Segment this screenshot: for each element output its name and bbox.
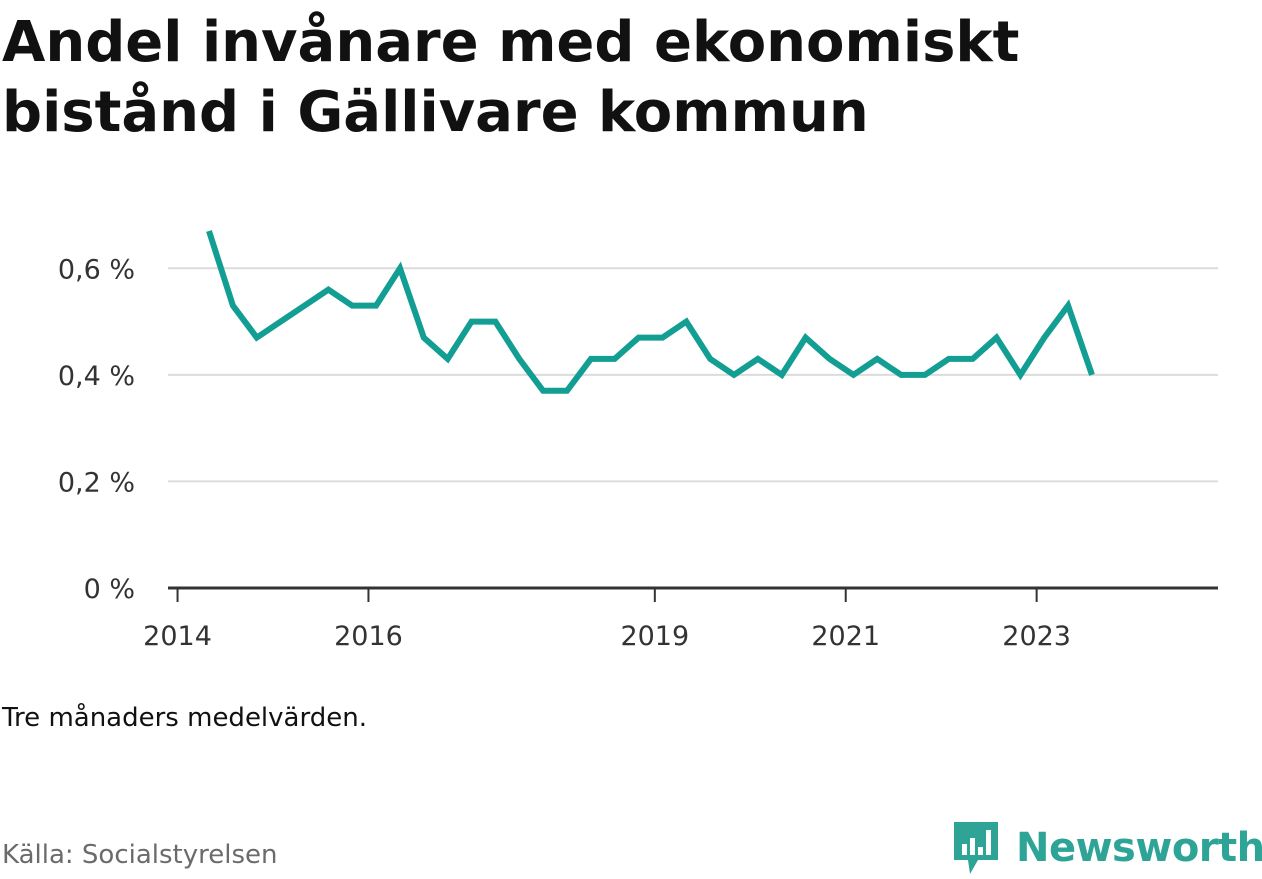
line-chart: 0 % 0,2 % 0,4 % 0,6 % 2014 2016 2019 2021 2023 [58,230,1218,652]
brand-logo: Newsworthy [950,818,1262,878]
y-tick-label: 0,6 % [58,254,135,285]
title-line-1: Andel invånare med ekonomiskt [2,10,1020,75]
x-tick-label: 2019 [620,621,689,652]
x-tick-label: 2014 [143,621,212,652]
chart-note: Tre månaders medelvärden. [2,703,367,733]
title-line-2: bistånd i Gällivare kommun [2,80,869,145]
y-axis-tick-labels: 0 % 0,2 % 0,4 % 0,6 % [58,254,135,605]
x-tick-label: 2021 [811,621,880,652]
series-group [206,230,1095,394]
x-tick-label: 2016 [334,621,403,652]
brand-name: Newsworthy [1016,825,1262,871]
source-credit: Källa: Socialstyrelsen [2,840,278,870]
x-tick-label: 2023 [1002,621,1071,652]
y-tick-label: 0 % [84,574,135,605]
chart-title: Andel invånare med ekonomiskt bistånd i … [2,8,1019,148]
series-line [206,230,1095,394]
y-tick-label: 0,2 % [58,467,135,498]
newsworthy-logo-icon [954,822,998,874]
grid-lines [168,267,1218,483]
x-axis: 2014 2016 2019 2021 2023 [143,586,1218,652]
y-tick-label: 0,4 % [58,361,135,392]
